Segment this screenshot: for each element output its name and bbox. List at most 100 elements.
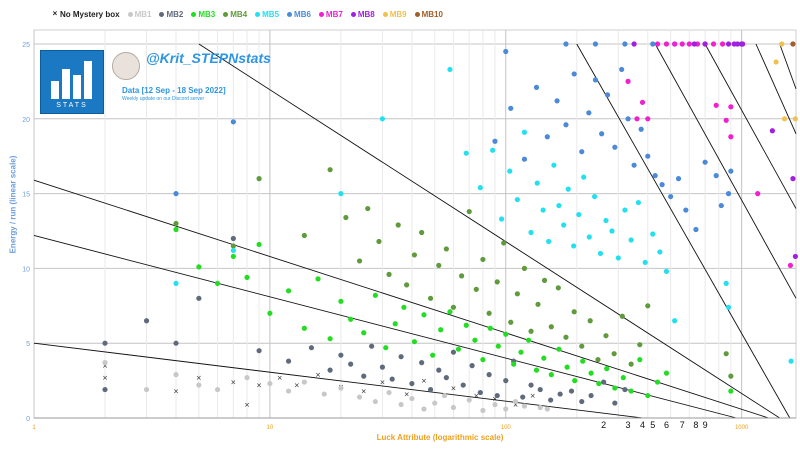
dot-marker-icon [127,11,133,17]
data-point [571,309,577,315]
legend-label: MB5 [262,9,280,19]
data-point [781,116,788,122]
data-point [528,328,534,334]
tier-boundary-label: 7 [680,420,685,430]
legend-label: MB3 [198,9,216,19]
data-point [376,238,382,245]
tier-boundary-line [755,43,797,134]
data-point [609,228,615,234]
data-point [702,41,708,47]
data-point [256,348,262,354]
data-point [321,391,327,397]
data-point [576,211,582,218]
tier-boundary-line [704,43,797,209]
data-point [512,398,519,405]
data-point [723,280,729,286]
data-point [492,401,498,408]
data-point [436,367,442,373]
data-point: × [421,377,427,385]
data-point [514,291,520,297]
legend-item[interactable]: MB6 [287,10,311,19]
dot-marker-icon [255,11,261,17]
data-point [343,214,349,221]
data-point: × [404,391,410,399]
data-point [533,84,540,90]
data-point [486,310,492,316]
data-point [645,392,651,399]
data-point [421,312,427,318]
legend-item[interactable]: MB10 [414,9,443,19]
data-point [214,386,221,393]
data-point [490,147,496,153]
data-point [308,345,315,351]
data-point [537,386,543,393]
tier-boundary-label: 4 [640,420,645,430]
data-point [173,220,179,227]
legend-item[interactable]: MB2 [159,10,183,19]
twitter-handle[interactable]: @Krit_STEPNstats [146,50,271,66]
data-point [565,186,571,192]
legend-item[interactable]: MB7 [318,10,343,19]
data-point [586,110,592,116]
data-point [469,363,475,369]
data-point [528,229,534,236]
data-point [663,41,670,47]
data-point [518,349,524,355]
y-tick-label: 20 [22,117,30,124]
data-point [521,265,528,271]
data-point [450,349,457,355]
data-point [507,168,513,174]
data-point [230,253,236,260]
data-point [611,351,617,357]
data-point [548,372,554,378]
data-point [508,319,514,325]
dot-marker-icon [223,11,229,17]
dot-marker-icon [414,11,420,17]
data-point: × [315,371,321,379]
data-point [466,397,472,403]
data-point [477,389,483,396]
data-point [494,392,500,399]
data-point [409,380,415,387]
data-point [654,379,661,385]
data-point [603,333,609,339]
data-point: × [513,401,519,409]
tier-boundary-label: 6 [664,420,669,430]
data-point [436,262,442,269]
data-point: × [361,388,367,396]
data-point [568,388,575,394]
data-point [230,247,236,254]
data-point [372,292,378,298]
data-point [612,385,618,391]
data-point [244,274,250,280]
legend-item[interactable]: × No Mystery box [52,10,120,19]
data-point [411,252,418,258]
legend-label: MB10 [421,9,443,19]
data-point [586,234,592,240]
data-point: × [102,362,108,370]
legend-item[interactable]: MB4 [223,10,247,19]
data-point [528,382,534,388]
data-point: × [196,374,202,382]
data-point [392,321,398,327]
data-point [459,273,465,279]
data-point [404,282,410,288]
data-point [348,361,354,367]
legend-item[interactable]: MB1 [127,10,151,19]
data-point [419,360,425,366]
data-point [102,386,108,393]
data-point [592,41,599,47]
data-point [571,243,577,249]
data-point [383,345,389,351]
data-point [432,400,438,406]
legend-item[interactable]: MB5 [255,10,279,19]
data-point [102,360,108,366]
data-point [398,401,404,408]
data-point [214,280,221,286]
legend-item[interactable]: MB9 [382,10,407,19]
legend-item[interactable]: MB8 [350,10,375,19]
legend-item[interactable]: MB3 [191,10,215,19]
data-point [173,340,179,346]
